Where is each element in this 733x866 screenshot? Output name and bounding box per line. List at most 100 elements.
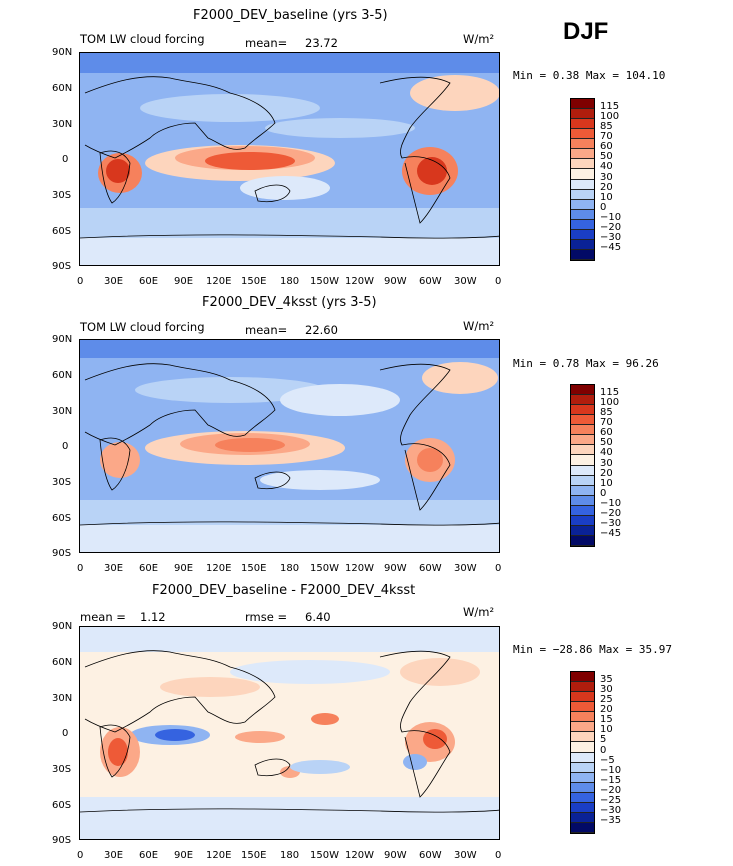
colorbar-swatch [571,159,594,170]
colorbar-label: 100 [600,111,620,123]
panel-3-lat-tick: 30N [52,693,73,704]
panel-3-lon-tick: 0 [77,850,84,861]
panel-2-minmax: Min = 0.78 Max = 96.26 [513,357,659,370]
colorbar-label: −30 [600,517,622,529]
colorbar-label: 40 [600,447,613,459]
colorbar-swatch [571,119,594,130]
colorbar-label: 50 [600,437,613,449]
colorbar-label: 85 [600,407,613,419]
panel-3-lat-tick: 90N [52,621,73,632]
colorbar-swatch [571,455,594,466]
panel-2-lat-tick: 90N [52,334,73,345]
colorbar-swatch [571,702,594,713]
colorbar-label: 30 [600,684,613,696]
colorbar-swatch [571,525,594,536]
colorbar-swatch [571,812,594,823]
colorbar-label: 70 [600,417,613,429]
panel-3-map [79,626,500,840]
panel-2-lon-tick: 180 [280,563,300,574]
panel-1-lon-tick: 60E [139,276,159,287]
panel-1-lon-tick: 150E [241,276,267,287]
panel-2-lat-tick: 30N [52,406,73,417]
panel-3-colorbar [570,671,595,834]
colorbar-label: −30 [600,231,622,243]
panel-2-lat-tick: 90S [52,548,72,559]
colorbar-swatch [571,395,594,406]
colorbar-label: 70 [600,131,613,143]
panel-2-lon-tick: 30W [454,563,477,574]
panel-1-lon-tick: 180 [280,276,300,287]
colorbar-label: 20 [600,467,613,479]
colorbar-swatch [571,762,594,773]
colorbar-swatch [571,149,594,160]
colorbar-swatch [571,219,594,230]
colorbar-label: 60 [600,141,613,153]
panel-3-minmax: Min = −28.86 Max = 35.97 [513,643,672,656]
panel-3-title: F2000_DEV_baseline - F2000_DEV_4ksst [152,583,416,598]
panel-1-lat-tick: 30S [52,190,72,201]
colorbar-label: 5 [600,734,607,746]
panel-2-lon-tick: 60E [139,563,159,574]
panel-2-lon-tick: 0 [77,563,84,574]
panel-3-rmse-value: 6.40 [305,610,331,624]
colorbar-swatch [571,535,594,546]
colorbar-label: −45 [600,241,622,253]
colorbar-label: 85 [600,121,613,133]
panel-1-lat-tick: 0 [62,154,69,165]
colorbar-label: −10 [600,764,622,776]
panel-1-field-label: TOM LW cloud forcing [80,32,205,46]
panel-3-field-plot [80,627,499,839]
colorbar-swatch [571,802,594,813]
colorbar-swatch [571,822,594,833]
panel-2-units: W/m² [463,319,495,333]
panel-1-title: F2000_DEV_baseline (yrs 3-5) [193,8,388,23]
panel-3-lon-tick: 90W [384,850,407,861]
panel-3-lon-tick: 180 [280,850,300,861]
panel-1-lon-tick: 60W [419,276,442,287]
colorbar-label: −15 [600,774,622,786]
panel-1-lon-tick: 120W [345,276,374,287]
panel-2-field-plot [80,340,499,552]
colorbar-swatch [571,752,594,763]
panel-1-lon-tick: 120E [206,276,232,287]
colorbar-swatch [571,792,594,803]
colorbar-swatch [571,415,594,426]
colorbar-swatch [571,465,594,476]
panel-3-lat-tick: 60N [52,657,73,668]
panel-1-lon-tick: 30E [104,276,124,287]
colorbar-label: 15 [600,714,613,726]
colorbar-swatch [571,249,594,260]
panel-3-lon-tick: 60E [139,850,159,861]
panel-2-lon-tick: 90W [384,563,407,574]
panel-3-lon-tick: 150W [310,850,339,861]
panel-1-mean-label: mean= [245,36,288,50]
panel-3-rmse-label: rmse = [245,610,288,624]
colorbar-label: −30 [600,804,622,816]
colorbar-swatch [571,692,594,703]
panel-1-minmax: Min = 0.38 Max = 104.10 [513,69,666,82]
colorbar-swatch [571,712,594,723]
colorbar-swatch [571,682,594,693]
colorbar-label: 115 [600,101,620,113]
panel-2-lon-tick: 30E [104,563,124,574]
colorbar-swatch [571,742,594,753]
panel-3-units: W/m² [463,605,495,619]
panel-3-lon-tick: 30E [104,850,124,861]
panel-3-mean-value: 1.12 [140,610,166,624]
panel-1-lat-tick: 60S [52,226,72,237]
colorbar-label: 0 [600,744,607,756]
panel-3-lat-tick: 60S [52,800,72,811]
colorbar-label: 10 [600,477,613,489]
colorbar-label: 20 [600,704,613,716]
colorbar-label: 0 [600,487,607,499]
panel-3-lon-tick: 60W [419,850,442,861]
colorbar-swatch [571,209,594,220]
panel-1-lat-tick: 90S [52,261,72,272]
colorbar-label: 20 [600,181,613,193]
panel-2-colorbar [570,384,595,547]
colorbar-swatch [571,239,594,250]
colorbar-label: −10 [600,497,622,509]
panel-1-lon-tick: 90E [174,276,194,287]
colorbar-label: 30 [600,171,613,183]
colorbar-label: 50 [600,151,613,163]
